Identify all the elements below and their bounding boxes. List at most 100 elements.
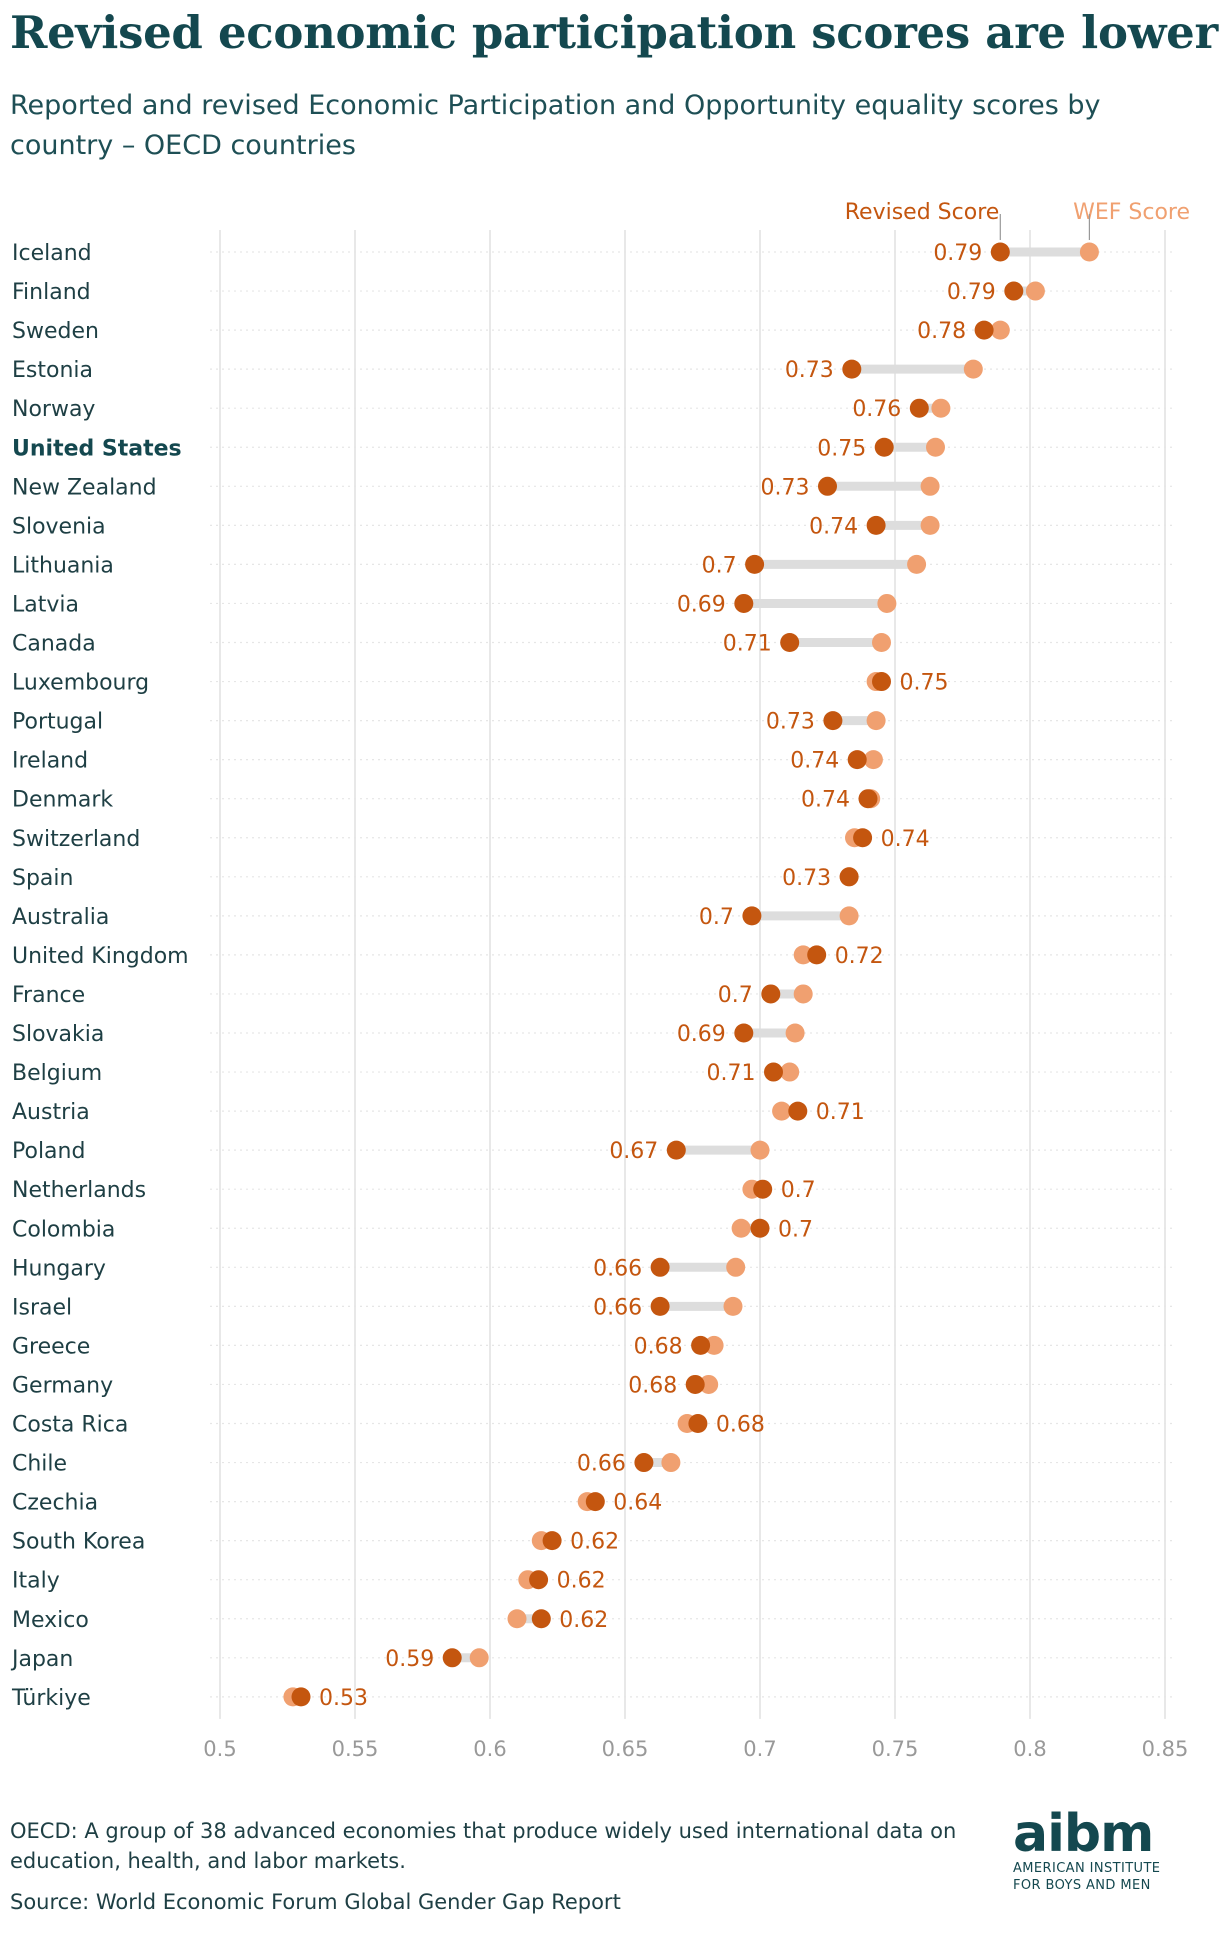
x-tick-label: 0.5 (203, 1737, 236, 1761)
wef-score-dot (780, 1062, 800, 1082)
country-label: Spain (12, 866, 73, 891)
footnote: OECD: A group of 38 advanced economies t… (10, 1819, 957, 1873)
revised-score-label: 0.74 (790, 749, 839, 774)
country-label: Denmark (12, 788, 113, 813)
revised-score-dot (764, 1062, 783, 1082)
revised-score-dot (742, 906, 762, 926)
wef-score-dot (1079, 242, 1099, 262)
revised-score-label: 0.79 (947, 280, 996, 305)
revised-score-dot (650, 1296, 670, 1316)
wef-score-dot (699, 1374, 719, 1394)
legend-revised-score: Revised Score (845, 200, 1000, 225)
revised-score-label: 0.7 (718, 983, 753, 1008)
country-label: Italy (12, 1569, 60, 1594)
revised-score-label: 0.53 (319, 1686, 368, 1711)
revised-score-label: 0.64 (613, 1491, 662, 1516)
country-label: Latvia (12, 592, 79, 617)
revised-score-dot (442, 1648, 462, 1668)
revised-score-dot (842, 359, 862, 379)
dumbbell-chart: 0.5 0.55 0.6 0.65 0.7 0.75 0.8 0.85 Revised Scor… (10, 200, 1190, 1761)
revised-score-label: 0.73 (785, 358, 834, 383)
wef-score-dot (963, 359, 983, 379)
revised-score-label: 0.75 (900, 671, 949, 696)
logo-line-1: AMERICAN INSTITUTE (1013, 1861, 1161, 1876)
wef-score-dot (723, 1296, 743, 1316)
wef-score-dot (704, 1335, 724, 1355)
x-tick-label: 0.85 (1142, 1737, 1189, 1761)
wef-score-dot (772, 1101, 792, 1121)
country-label: Ireland (12, 749, 88, 774)
revised-score-label: 0.71 (816, 1100, 865, 1125)
wef-score-dot (750, 1140, 770, 1160)
revised-score-dot (734, 1023, 754, 1043)
revised-score-dot (734, 593, 754, 613)
revised-score-dot (990, 242, 1010, 262)
country-label: Hungary (12, 1256, 106, 1281)
revised-score-dot (750, 1218, 770, 1238)
page-subtitle: Reported and revised Economic Participat… (10, 90, 1101, 161)
revised-score-dot (858, 789, 878, 809)
revised-score-label: 0.68 (716, 1413, 765, 1438)
revised-score-dot (291, 1687, 311, 1707)
country-label: Slovenia (12, 514, 106, 539)
country-label: South Korea (12, 1530, 145, 1555)
revised-score-dot (807, 945, 827, 965)
country-label: United Kingdom (12, 944, 189, 969)
x-tick-label: 0.65 (602, 1737, 649, 1761)
revised-score-label: 0.59 (385, 1647, 434, 1672)
revised-score-label: 0.74 (809, 514, 858, 539)
revised-score-label: 0.73 (782, 866, 831, 891)
revised-score-dot (872, 672, 891, 692)
country-label: Austria (12, 1100, 90, 1125)
revised-score-dot (761, 984, 781, 1004)
revised-score-label: 0.62 (570, 1530, 619, 1555)
country-label: Germany (12, 1373, 113, 1398)
country-label: Norway (12, 397, 95, 422)
country-label: Slovakia (12, 1022, 104, 1047)
logo-line-2: FOR BOYS AND MEN (1013, 1878, 1151, 1893)
wef-score-dot (926, 437, 945, 457)
wef-score-dot (731, 1218, 751, 1238)
country-label: Switzerland (12, 827, 140, 852)
x-tick-label: 0.8 (1013, 1737, 1046, 1761)
wef-score-dot (877, 593, 897, 613)
revised-score-dot (666, 1140, 686, 1160)
revised-score-dot (531, 1609, 551, 1629)
revised-score-label: 0.76 (852, 397, 901, 422)
source-note: Source: World Economic Forum Global Gend… (10, 1890, 621, 1914)
country-label: Canada (12, 632, 96, 657)
country-label: New Zealand (12, 475, 157, 500)
country-label: Israel (12, 1295, 72, 1320)
revised-score-label: 0.75 (817, 436, 866, 461)
legend-wef-score: WEF Score (1073, 200, 1190, 225)
revised-score-label: 0.72 (835, 944, 884, 969)
wef-score-dot (907, 554, 927, 574)
wef-score-dot (920, 515, 940, 535)
revised-score-label: 0.7 (778, 1217, 813, 1242)
wef-score-dot (507, 1609, 527, 1629)
wef-score-dot (469, 1648, 489, 1668)
wef-score-dot (661, 1453, 681, 1473)
country-label: Türkiye (11, 1686, 91, 1711)
country-label: Australia (12, 905, 109, 930)
wef-score-dot (839, 906, 859, 926)
country-label: Portugal (12, 710, 103, 735)
revised-score-dot (529, 1570, 549, 1590)
revised-score-dot (634, 1453, 654, 1473)
country-label: Estonia (12, 358, 93, 383)
country-label: Mexico (12, 1608, 89, 1633)
wef-score-dot (920, 476, 940, 496)
revised-score-label: 0.66 (593, 1295, 642, 1320)
revised-score-dot (780, 633, 800, 652)
revised-score-label: 0.79 (933, 241, 982, 266)
revised-score-dot (691, 1335, 711, 1355)
revised-score-label: 0.74 (881, 827, 930, 852)
country-label: Lithuania (12, 553, 114, 578)
country-label: Costa Rica (12, 1413, 128, 1438)
wef-score-dot (793, 945, 813, 965)
revised-score-label: 0.69 (677, 592, 726, 617)
aibm-logo: aibm AMERICAN INSTITUTE FOR BOYS AND MEN (1013, 1808, 1213, 1894)
revised-score-dot (745, 554, 765, 574)
logo-mark: aibm (1013, 1804, 1154, 1864)
revised-score-label: 0.73 (761, 475, 810, 500)
